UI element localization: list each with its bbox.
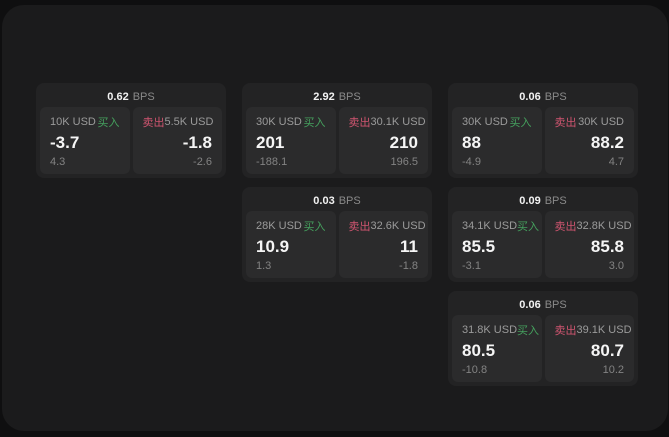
sell-delta: 196.5: [390, 155, 418, 168]
buy-side-label: 买入: [303, 221, 326, 233]
buy-price: 201: [256, 133, 285, 153]
sell-delta: 3.0: [608, 259, 624, 272]
bps-header: 0.03 BPS: [246, 191, 428, 211]
sell-delta: 4.7: [608, 155, 624, 168]
bps-value: 0.06: [519, 91, 541, 103]
sell-price: 210: [389, 133, 418, 153]
bps-unit: BPS: [544, 299, 567, 311]
bps-header: 0.09 BPS: [452, 191, 634, 211]
bps-value: 0.03: [313, 195, 335, 207]
quote-panels: 31.8K USD 买入 80.5 -10.8 卖出 39.1K USD 80.…: [452, 315, 634, 382]
buy-side-label: 买入: [303, 117, 326, 129]
buy-price: 88: [462, 133, 481, 153]
buy-price: 80.5: [462, 341, 496, 361]
sell-price: -1.8: [182, 133, 212, 153]
sell-delta: -1.8: [399, 259, 418, 272]
quote-panels: 10K USD 买入 -3.7 4.3 卖出 5.5K USD -1.8 -2.…: [40, 107, 222, 174]
sell-price: 80.7: [590, 341, 624, 361]
quote-card: 0.06 BPS 30K USD 买入 88 -4.9 卖出 30K USD 8…: [448, 83, 638, 178]
sell-price: 85.8: [590, 237, 624, 257]
sell-price: 88.2: [590, 133, 624, 153]
sell-amount: 30K USD: [578, 116, 624, 128]
buy-quote-panel[interactable]: 34.1K USD 买入 85.5 -3.1: [452, 211, 542, 278]
buy-price: -3.7: [50, 133, 80, 153]
bps-value: 2.92: [313, 91, 335, 103]
buy-amount: 31.8K USD: [462, 324, 518, 336]
sell-quote-panel[interactable]: 卖出 30K USD 88.2 4.7: [544, 107, 634, 174]
sell-quote-panel[interactable]: 卖出 32.6K USD 11 -1.8: [338, 211, 428, 278]
quote-panels: 30K USD 买入 201 -188.1 卖出 30.1K USD 210 1…: [246, 107, 428, 174]
sell-amount: 32.8K USD: [576, 220, 632, 232]
sell-amount: 5.5K USD: [164, 116, 214, 128]
sell-amount: 39.1K USD: [576, 324, 632, 336]
quote-card: 2.92 BPS 30K USD 买入 201 -188.1 卖出 30.1K …: [242, 83, 432, 178]
buy-delta: -4.9: [462, 155, 481, 168]
buy-quote-panel[interactable]: 30K USD 买入 201 -188.1: [246, 107, 336, 174]
sell-side-label: 卖出: [348, 221, 371, 233]
sell-side-label: 卖出: [554, 221, 577, 233]
quote-panels: 30K USD 买入 88 -4.9 卖出 30K USD 88.2 4.7: [452, 107, 634, 174]
buy-amount: 10K USD: [50, 116, 96, 128]
buy-quote-panel[interactable]: 30K USD 买入 88 -4.9: [452, 107, 542, 174]
buy-delta: -3.1: [462, 259, 481, 272]
sell-amount: 30.1K USD: [370, 116, 426, 128]
sell-side-label: 卖出: [142, 117, 165, 129]
quote-panels: 34.1K USD 买入 85.5 -3.1 卖出 32.8K USD 85.8…: [452, 211, 634, 278]
buy-amount: 34.1K USD: [462, 220, 518, 232]
buy-quote-panel[interactable]: 28K USD 买入 10.9 1.3: [246, 211, 336, 278]
buy-price: 10.9: [256, 237, 290, 257]
bps-unit: BPS: [544, 91, 567, 103]
sell-quote-panel[interactable]: 卖出 5.5K USD -1.8 -2.6: [132, 107, 222, 174]
bps-unit: BPS: [544, 195, 567, 207]
bps-header: 0.62 BPS: [40, 87, 222, 107]
bps-header: 0.06 BPS: [452, 295, 634, 315]
quote-card-grid: 0.62 BPS 10K USD 买入 -3.7 4.3 卖出 5.5K USD…: [36, 83, 638, 386]
bps-unit: BPS: [338, 91, 361, 103]
buy-quote-panel[interactable]: 31.8K USD 买入 80.5 -10.8: [452, 315, 542, 382]
sell-delta: 10.2: [602, 363, 624, 376]
bps-unit: BPS: [132, 91, 155, 103]
sell-quote-panel[interactable]: 卖出 30.1K USD 210 196.5: [338, 107, 428, 174]
bps-value: 0.06: [519, 299, 541, 311]
buy-side-label: 买入: [517, 325, 540, 337]
bps-value: 0.62: [107, 91, 129, 103]
buy-delta: 1.3: [256, 259, 272, 272]
quote-card: 0.62 BPS 10K USD 买入 -3.7 4.3 卖出 5.5K USD…: [36, 83, 226, 178]
buy-delta: -10.8: [462, 363, 488, 376]
quote-card: 0.03 BPS 28K USD 买入 10.9 1.3 卖出 32.6K US…: [242, 187, 432, 282]
sell-amount: 32.6K USD: [370, 220, 426, 232]
sell-price: 11: [400, 237, 418, 257]
sell-side-label: 卖出: [348, 117, 371, 129]
buy-price: 85.5: [462, 237, 496, 257]
buy-quote-panel[interactable]: 10K USD 买入 -3.7 4.3: [40, 107, 130, 174]
buy-side-label: 买入: [517, 221, 540, 233]
buy-side-label: 买入: [509, 117, 532, 129]
sell-side-label: 卖出: [554, 325, 577, 337]
quote-card: 0.06 BPS 31.8K USD 买入 80.5 -10.8 卖出 39.1…: [448, 291, 638, 386]
bps-unit: BPS: [338, 195, 361, 207]
buy-delta: 4.3: [50, 155, 66, 168]
buy-amount: 30K USD: [256, 116, 302, 128]
buy-amount: 28K USD: [256, 220, 302, 232]
sell-quote-panel[interactable]: 卖出 39.1K USD 80.7 10.2: [544, 315, 634, 382]
sell-quote-panel[interactable]: 卖出 32.8K USD 85.8 3.0: [544, 211, 634, 278]
buy-delta: -188.1: [256, 155, 288, 168]
bps-header: 0.06 BPS: [452, 87, 634, 107]
sell-delta: -2.6: [193, 155, 212, 168]
sell-side-label: 卖出: [554, 117, 577, 129]
buy-side-label: 买入: [97, 117, 120, 129]
buy-amount: 30K USD: [462, 116, 508, 128]
bps-header: 2.92 BPS: [246, 87, 428, 107]
quote-card: 0.09 BPS 34.1K USD 买入 85.5 -3.1 卖出 32.8K…: [448, 187, 638, 282]
quote-panels: 28K USD 买入 10.9 1.3 卖出 32.6K USD 11 -1.8: [246, 211, 428, 278]
bps-value: 0.09: [519, 195, 541, 207]
